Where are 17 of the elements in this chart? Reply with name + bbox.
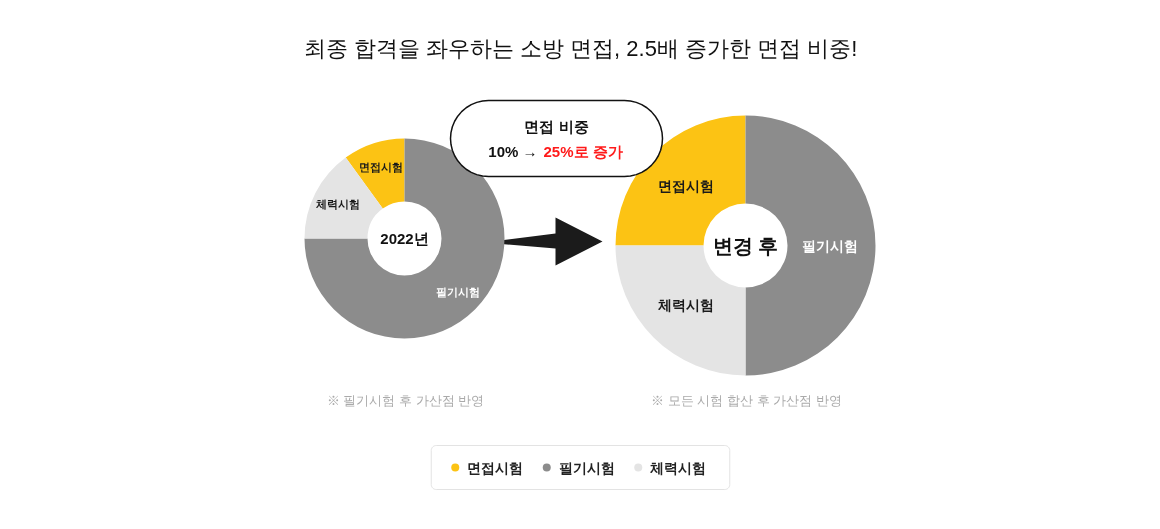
legend-label: 체력시험 — [649, 459, 707, 476]
slice-label: 체력시험 — [656, 297, 714, 314]
text: 10% → — [488, 143, 538, 160]
legend-label: 필기시험 — [558, 459, 615, 476]
slice-label: 필기시험 — [435, 285, 480, 298]
slice-label: 체력시험 — [314, 198, 360, 211]
text: ※ 모든 시험 합산 후 가산점 반영 — [651, 393, 842, 408]
text: ※ 필기시험 후 가산점 반영 — [326, 393, 485, 408]
slice-label: 필기시험 — [802, 237, 858, 254]
text: 변경 후 — [712, 234, 779, 257]
slice-label: 면접시험 — [359, 161, 404, 174]
chart-title: 최종 합격을 좌우하는 소방 면접, 2.5배 증가한 면접 비중! — [303, 36, 858, 61]
text: 2022년 — [380, 230, 429, 247]
text: 25%로 증가 — [543, 143, 623, 160]
text: 면접 비중 — [524, 118, 589, 135]
slice-label: 면접시험 — [657, 177, 714, 194]
legend-label: 면접시험 — [467, 459, 524, 476]
